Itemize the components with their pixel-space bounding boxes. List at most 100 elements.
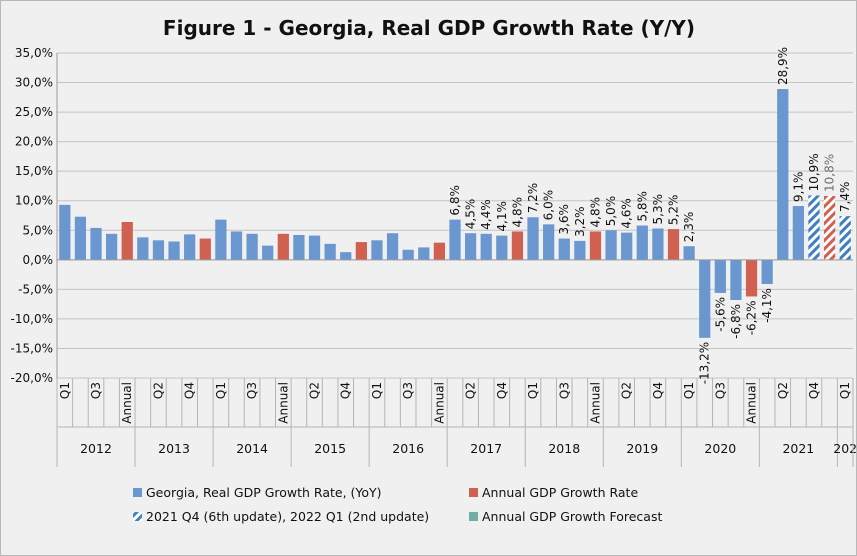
bar <box>199 238 211 260</box>
category-label: Q3 <box>557 382 571 399</box>
bar <box>574 240 586 260</box>
data-label: 4,4% <box>479 199 493 230</box>
bar <box>262 245 274 260</box>
bar <box>293 235 305 260</box>
bar <box>839 216 851 260</box>
data-label: 10,9% <box>807 153 821 191</box>
data-label: 7,4% <box>838 182 852 213</box>
bar <box>527 217 539 260</box>
bar <box>714 259 726 293</box>
data-label: 7,2% <box>526 183 540 214</box>
bar <box>340 252 352 260</box>
bar <box>808 195 820 260</box>
y-tick-label: 25,0% <box>15 105 53 119</box>
bar <box>90 227 102 260</box>
category-label: Annual <box>588 382 602 424</box>
category-label: Q3 <box>89 382 103 399</box>
legend-label: 2021 Q4 (6th update), 2022 Q1 (2nd updat… <box>146 509 429 524</box>
category-label: Q1 <box>526 382 540 399</box>
year-label: 2013 <box>158 441 190 456</box>
y-tick-label: -10,0% <box>11 312 53 326</box>
category-label: Q2 <box>151 382 165 399</box>
bar <box>74 216 87 260</box>
category-label: Q1 <box>370 382 384 399</box>
bar <box>308 235 321 260</box>
category-label: Q3 <box>245 382 259 399</box>
legend-swatch <box>133 512 142 521</box>
data-label: 4,6% <box>620 198 634 229</box>
x-axis: Q1 Q3 Annual Q2 Q4 Q1 Q3 Annual Q2 Q4 Q1 Q3 Annual Q2… <box>56 53 856 467</box>
category-label: Q4 <box>807 382 821 399</box>
category-label: Q2 <box>620 382 634 399</box>
data-label: 9,1% <box>791 172 805 203</box>
bar <box>277 233 289 260</box>
bar <box>121 222 133 260</box>
category-label: Q4 <box>339 382 353 399</box>
bar <box>605 230 617 260</box>
bar <box>543 224 555 260</box>
y-tick-label: 0,0% <box>23 253 54 267</box>
bar <box>683 246 695 260</box>
bar <box>652 228 664 260</box>
bar <box>402 249 414 260</box>
bar <box>745 259 758 297</box>
data-label: 3,2% <box>573 206 587 237</box>
bar <box>511 231 524 260</box>
bar <box>230 231 243 260</box>
data-label: 4,8% <box>510 197 524 228</box>
bar <box>730 259 742 300</box>
data-label: -6,8% <box>729 304 743 339</box>
category-label: Annual <box>432 382 446 424</box>
year-label: 2016 <box>392 441 424 456</box>
year-label: 202 <box>833 441 856 456</box>
y-tick-label: 35,0% <box>15 46 53 60</box>
data-label: 3,6% <box>557 204 571 235</box>
bar <box>558 238 570 260</box>
legend-label: Georgia, Real GDP Growth Rate, (YoY) <box>146 485 382 500</box>
year-label: 2020 <box>704 441 736 456</box>
data-label: -13,2% <box>698 342 712 384</box>
bar <box>324 243 336 260</box>
legend-label: Annual GDP Growth Rate <box>482 485 638 500</box>
year-label: 2017 <box>470 441 502 456</box>
legend-swatch <box>469 512 478 521</box>
year-label: 2021 <box>782 441 814 456</box>
chart-title: Figure 1 - Georgia, Real GDP Growth Rate… <box>163 16 695 40</box>
data-label: -4,1% <box>760 288 774 323</box>
category-label: Q4 <box>183 382 197 399</box>
category-label: Q3 <box>401 382 415 399</box>
category-label: Q1 <box>214 382 228 399</box>
bar <box>823 196 836 260</box>
data-labels: 6,8% 4,5% 4,4% 4,1% 4,8% 7,2% 6,0% 3,6% 3,2% 4,8%… <box>448 47 852 384</box>
year-label: 2012 <box>80 441 112 456</box>
data-label: -5,6% <box>713 297 727 332</box>
bar <box>433 242 446 260</box>
y-axis: -20,0% -15,0% -10,0% -5,0% 0,0% 5,0% 10,0% 15,0… <box>11 46 53 385</box>
category-label: Q2 <box>308 382 322 399</box>
legend-label: Annual GDP Growth Forecast <box>482 509 662 524</box>
category-label: Q2 <box>464 382 478 399</box>
category-label: Q4 <box>495 382 509 399</box>
bar <box>667 229 680 260</box>
category-label: Q1 <box>58 382 72 399</box>
data-label: 5,0% <box>604 196 618 227</box>
bar <box>355 242 367 260</box>
data-label: 4,1% <box>495 201 509 231</box>
bar <box>152 240 165 260</box>
bar <box>792 206 804 260</box>
bar <box>137 237 149 260</box>
year-label: 2018 <box>548 441 580 456</box>
y-tick-label: 15,0% <box>15 164 53 178</box>
legend: Georgia, Real GDP Growth Rate, (YoY) Annu… <box>133 485 662 524</box>
bar <box>106 233 118 260</box>
bar <box>480 233 492 260</box>
category-label: Annual <box>120 382 134 424</box>
bar <box>496 235 508 260</box>
legend-swatch <box>133 488 142 497</box>
data-label: 2,3% <box>682 212 696 243</box>
y-tick-label: -5,0% <box>18 282 53 296</box>
year-label: 2015 <box>314 441 346 456</box>
data-label: 28,9% <box>776 47 790 85</box>
category-label: Q4 <box>651 382 665 399</box>
